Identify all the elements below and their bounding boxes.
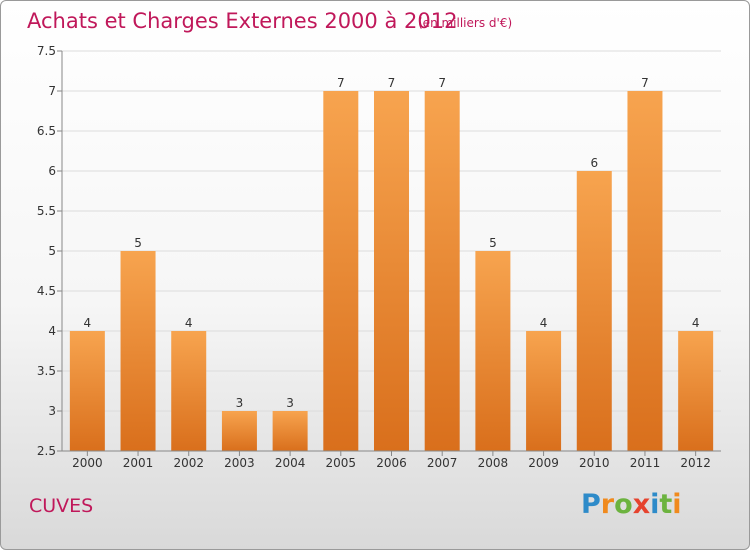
logo-letter: P	[581, 489, 601, 520]
value-label: 7	[438, 76, 446, 90]
value-label: 4	[692, 316, 700, 330]
value-label: 5	[134, 236, 142, 250]
y-tick-label: 4	[48, 324, 56, 338]
bar-2000	[69, 331, 105, 451]
bar-2002	[171, 331, 207, 451]
bar-2007	[424, 91, 460, 451]
proxiti-logo: Proxiti	[581, 489, 682, 520]
y-tick-label: 7	[48, 84, 56, 98]
chart-title: Achats et Charges Externes 2000 à 2012	[27, 9, 457, 33]
x-tick-label: 2009	[528, 456, 559, 470]
value-label: 4	[540, 316, 548, 330]
x-tick-label: 2008	[478, 456, 509, 470]
x-tick-label: 2003	[224, 456, 255, 470]
bar-2004	[272, 411, 308, 451]
value-label: 5	[489, 236, 497, 250]
logo-letter: r	[600, 489, 615, 520]
y-tick-label: 6	[48, 164, 56, 178]
y-tick-label: 2.5	[37, 444, 56, 458]
bar-2010	[576, 171, 612, 451]
value-label: 3	[286, 396, 294, 410]
value-label: 4	[185, 316, 193, 330]
y-tick-label: 5.5	[37, 204, 56, 218]
logo-letter: o	[614, 489, 633, 520]
y-tick-label: 7.5	[37, 44, 56, 58]
bar-2006	[374, 91, 409, 451]
x-tick-label: 2002	[173, 456, 204, 470]
value-label: 7	[337, 76, 345, 90]
x-tick-label: 2000	[72, 456, 103, 470]
bar-2001	[120, 251, 156, 451]
y-tick-label: 5	[48, 244, 56, 258]
logo-letter: x	[632, 489, 651, 520]
logo-letter: t	[659, 489, 673, 520]
y-tick-label: 6.5	[37, 124, 56, 138]
value-label: 4	[84, 316, 92, 330]
town-name: CUVES	[29, 495, 94, 517]
y-tick-label: 3	[48, 404, 56, 418]
bar-2005	[323, 91, 359, 451]
y-tick-label: 3.5	[37, 364, 56, 378]
bar-2003	[221, 411, 257, 451]
logo-letter: i	[672, 489, 682, 520]
x-tick-label: 2001	[123, 456, 154, 470]
bar-2009	[526, 331, 562, 451]
value-label: 7	[641, 76, 649, 90]
x-tick-label: 2012	[680, 456, 711, 470]
x-tick-label: 2011	[630, 456, 661, 470]
axis-layer: 2.5 3 3.5 4 4.5 5 5.5 6 6.5 7 7.5 2000 2001 2002 2003 2…	[37, 44, 721, 470]
x-tick-label: 2006	[376, 456, 407, 470]
value-label: 6	[590, 156, 598, 170]
x-tick-label: 2007	[427, 456, 458, 470]
bar-2008	[475, 251, 511, 451]
value-label: 3	[236, 396, 244, 410]
x-tick-label: 2004	[275, 456, 306, 470]
bars-layer	[69, 91, 714, 451]
labels-layer: 4 5 4 3 3 7 7 7 5 4 6 7 4	[84, 76, 700, 410]
logo-letter: i	[650, 489, 660, 520]
bar-2011	[627, 91, 663, 451]
x-tick-label: 2005	[326, 456, 357, 470]
chart-subtitle: (en milliers d'€)	[418, 16, 512, 30]
x-tick-label: 2010	[579, 456, 610, 470]
y-tick-label: 4.5	[37, 284, 56, 298]
value-label: 7	[388, 76, 396, 90]
bar-2012	[678, 331, 714, 451]
